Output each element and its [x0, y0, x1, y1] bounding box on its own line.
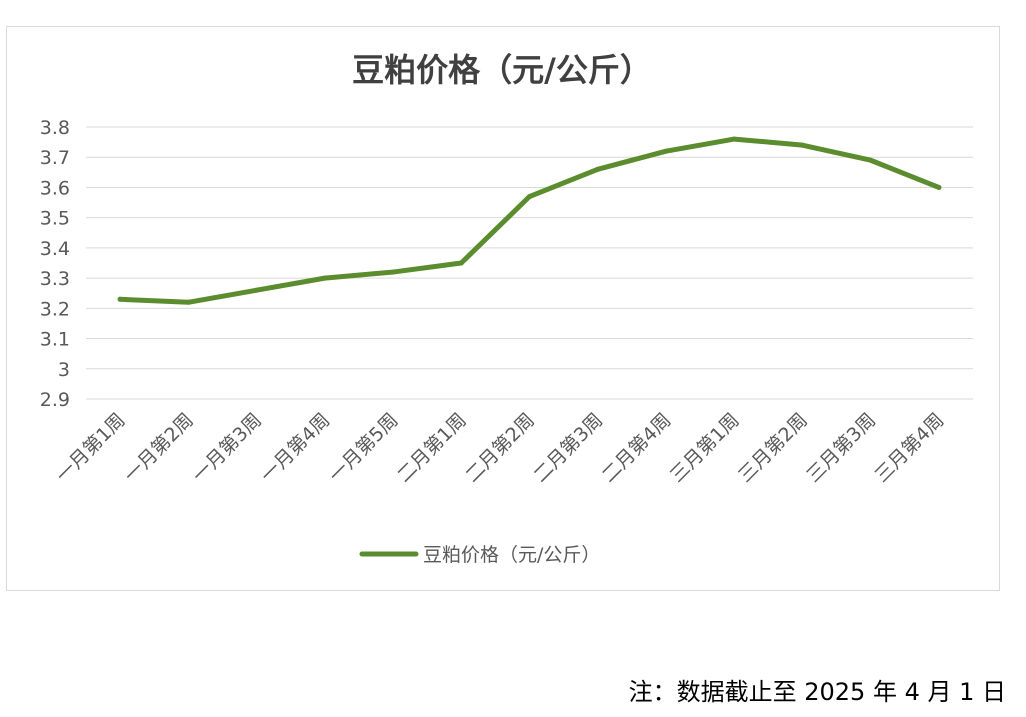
y-tick-label: 3.4	[40, 238, 70, 260]
y-tick-label: 3.6	[40, 177, 70, 199]
footnote: 注：数据截止至 2025 年 4 月 1 日	[628, 678, 1006, 706]
x-tick-label: 二月第3周	[529, 409, 607, 487]
x-tick-label: 三月第4周	[871, 409, 949, 487]
data-point	[117, 296, 123, 302]
data-point	[936, 184, 942, 190]
data-point	[527, 194, 532, 200]
x-tick-label: 一月第1周	[52, 409, 130, 487]
x-tick-label: 三月第1周	[666, 409, 744, 487]
data-point	[731, 136, 737, 142]
x-tick-label: 一月第3周	[188, 409, 266, 487]
y-tick-label: 3.8	[40, 117, 70, 139]
x-tick-label: 三月第3周	[802, 409, 880, 487]
x-tick-label: 二月第1周	[393, 409, 471, 487]
data-point	[595, 166, 601, 172]
x-tick-label: 一月第5周	[325, 409, 403, 487]
x-tick-label: 一月第2周	[120, 409, 198, 487]
data-point	[390, 269, 396, 275]
data-point	[254, 287, 260, 293]
chart-title: 豆粕价格（元/公斤）	[352, 51, 652, 89]
y-tick-label: 3.7	[40, 147, 70, 169]
x-tick-label: 三月第2周	[734, 409, 812, 487]
y-tick-label: 3.1	[40, 329, 70, 351]
y-tick-label: 3.3	[40, 268, 70, 290]
y-tick-label: 2.9	[40, 389, 70, 411]
chart-area: 豆粕价格（元/公斤） 2.9 3 3.1 3.2 3.3 3.4 3.5 3.6 3.7 3.8 …	[6, 26, 1000, 591]
line-chart: 豆粕价格（元/公斤） 2.933.13.23.33.43.53.63.73.8 …	[40, 51, 973, 566]
legend-label: 豆粕价格（元/公斤）	[423, 544, 600, 566]
data-point	[458, 260, 464, 266]
data-point	[663, 148, 669, 154]
data-point	[868, 157, 874, 163]
data-point	[322, 275, 328, 281]
y-tick-label: 3.5	[40, 208, 70, 230]
x-tick-label: 一月第4周	[256, 409, 334, 487]
data-point	[185, 299, 191, 305]
x-tick-label: 二月第2周	[461, 409, 539, 487]
x-tick-label: 二月第4周	[598, 409, 676, 487]
y-tick-label: 3	[58, 359, 70, 381]
data-point	[799, 142, 805, 148]
y-tick-label: 3.2	[40, 298, 70, 320]
